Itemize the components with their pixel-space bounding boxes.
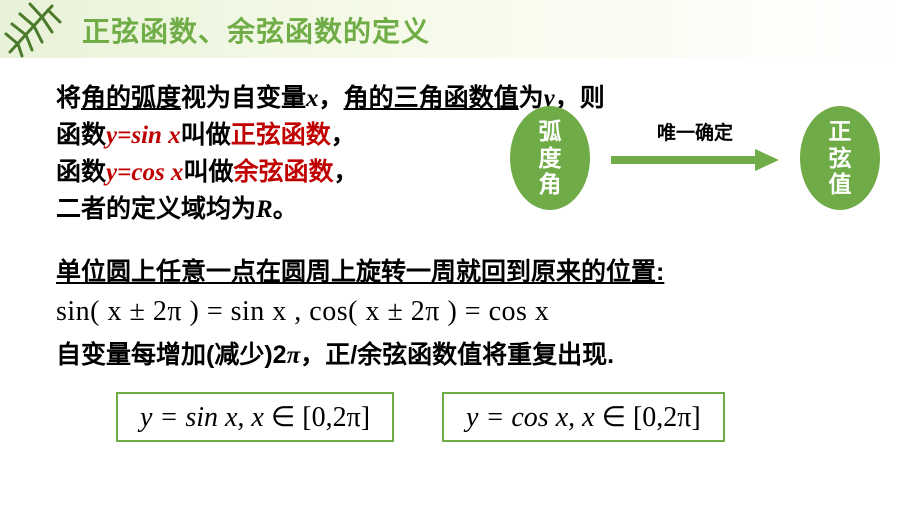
arrow-group: 唯一确定 xyxy=(600,118,790,176)
page-title: 正弦函数、余弦函数的定义 xyxy=(82,10,430,50)
para-5: 单位圆上任意一点在圆周上旋转一周就回到原来的位置: xyxy=(56,254,880,291)
content-area: 将角的弧度视为自变量x，角的三角函数值为y，则 函数y=sin x叫做正弦函数，… xyxy=(0,58,920,442)
equation-periodic: sin( x ± 2π ) = sin x , cos( x ± 2π ) = … xyxy=(56,291,880,333)
formula-cos: y = cos x, x ∈ [0,2π] xyxy=(442,392,725,442)
arrow-label: 唯一确定 xyxy=(600,118,790,145)
diagram: 弧度角 唯一确定 正弦值 xyxy=(510,106,880,216)
para-6: 自变量每增加(减少)2π，正/余弦函数值将重复出现. xyxy=(56,337,880,374)
ellipse-radian: 弧度角 xyxy=(510,106,590,210)
title-banner: 正弦函数、余弦函数的定义 xyxy=(0,0,920,58)
leaf-icon xyxy=(0,0,70,58)
formula-sin: y = sin x, x ∈ [0,2π] xyxy=(116,392,394,442)
formula-row: y = sin x, x ∈ [0,2π] y = cos x, x ∈ [0,… xyxy=(56,392,880,442)
ellipse-sine: 正弦值 xyxy=(800,106,880,210)
arrow-icon xyxy=(611,149,779,171)
